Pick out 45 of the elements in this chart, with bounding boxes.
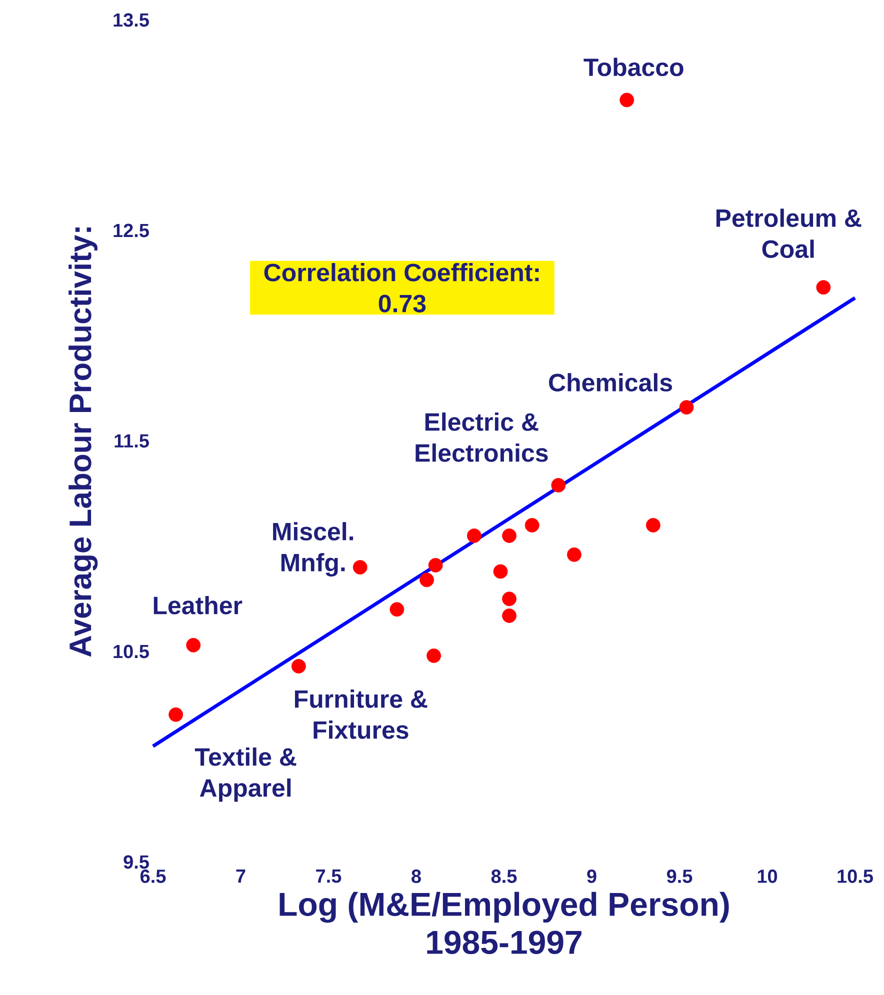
annotation: Tobacco <box>584 58 684 76</box>
x-tick-label: 8 <box>412 870 421 883</box>
point <box>493 564 508 579</box>
point <box>502 528 516 543</box>
x-tick-label: 10.5 <box>838 870 873 883</box>
x-tick-label: 10 <box>758 870 778 883</box>
annotation: Chemicals <box>549 373 672 392</box>
x-tick-label: 9.5 <box>666 870 692 883</box>
point <box>420 572 434 588</box>
point <box>502 592 516 606</box>
point <box>291 659 306 674</box>
point <box>428 558 443 572</box>
y-tick-label: 10.5 <box>114 644 149 658</box>
point <box>567 547 582 562</box>
point <box>551 478 566 492</box>
point <box>502 608 516 623</box>
x-tick-label: 6.5 <box>140 870 166 883</box>
point <box>168 707 184 722</box>
annotation: Petroleum & Coal <box>716 208 862 258</box>
y-tick-label: 9.5 <box>124 855 149 869</box>
y-tick-label: 11.5 <box>114 434 149 448</box>
x-axis-title: Log (M&E/Employed Person) 1985-1997 <box>280 892 729 954</box>
point <box>426 648 441 663</box>
point <box>466 528 482 543</box>
annotation: Correlation Coefficient: 0.73 <box>264 263 539 312</box>
x-tick-label: 7 <box>236 870 246 883</box>
point <box>679 400 694 415</box>
x-tick-label: 7.5 <box>316 870 342 883</box>
x-tick-label: 9 <box>587 870 596 883</box>
x-tick-label: 8.5 <box>491 870 517 883</box>
y-axis-title: Average Labour Productivity: <box>68 228 98 657</box>
annotation: Miscel. Mnfg. <box>273 522 354 577</box>
annotation: Textile & Apparel <box>194 747 296 802</box>
annotation: Leather <box>154 596 242 614</box>
point <box>524 518 540 532</box>
y-tick-label: 13.5 <box>114 13 149 27</box>
point <box>620 92 634 108</box>
point <box>390 602 404 617</box>
annotation: Furniture & Fixtures <box>294 690 428 739</box>
point <box>352 560 368 574</box>
point <box>186 638 201 652</box>
annotation: Electric & Electronics <box>416 412 548 462</box>
point <box>646 518 660 532</box>
y-tick-label: 12.5 <box>114 224 149 238</box>
point <box>816 280 831 295</box>
